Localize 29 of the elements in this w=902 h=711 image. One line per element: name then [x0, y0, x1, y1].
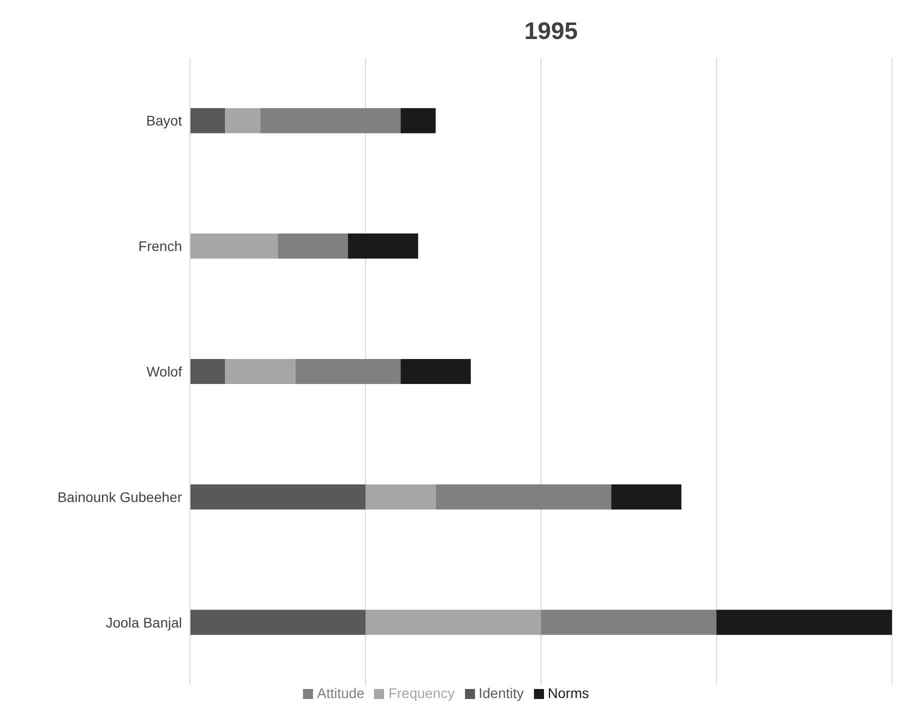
chart-title: 1995 [523, 18, 579, 46]
legend-label: Norms [548, 685, 589, 701]
legend-label: Identity [478, 685, 524, 701]
bar [366, 610, 541, 635]
bar [295, 358, 401, 384]
y-tick-label: Bayot [146, 112, 182, 129]
bar [400, 358, 471, 384]
y-tick-label: Bainounk Gubeeher [57, 488, 182, 505]
bar [400, 108, 436, 134]
bar [436, 484, 612, 510]
bar [190, 484, 366, 510]
legend-label: Attitude [316, 685, 364, 701]
bar [190, 610, 366, 635]
bar [611, 484, 682, 510]
bar [225, 358, 296, 384]
bar [366, 484, 436, 510]
bar [348, 234, 418, 259]
legend-label: Frequency [388, 685, 455, 701]
bar [190, 234, 278, 259]
bar [190, 108, 226, 134]
y-tick-label: Joola Banjal [106, 614, 182, 630]
y-tick-label: Wolof [146, 363, 182, 380]
bar [260, 108, 401, 134]
bar [278, 234, 348, 259]
bar [541, 610, 716, 635]
bar [225, 108, 260, 134]
bar [716, 610, 892, 635]
y-tick-label: French [138, 238, 182, 254]
bar [190, 358, 226, 384]
